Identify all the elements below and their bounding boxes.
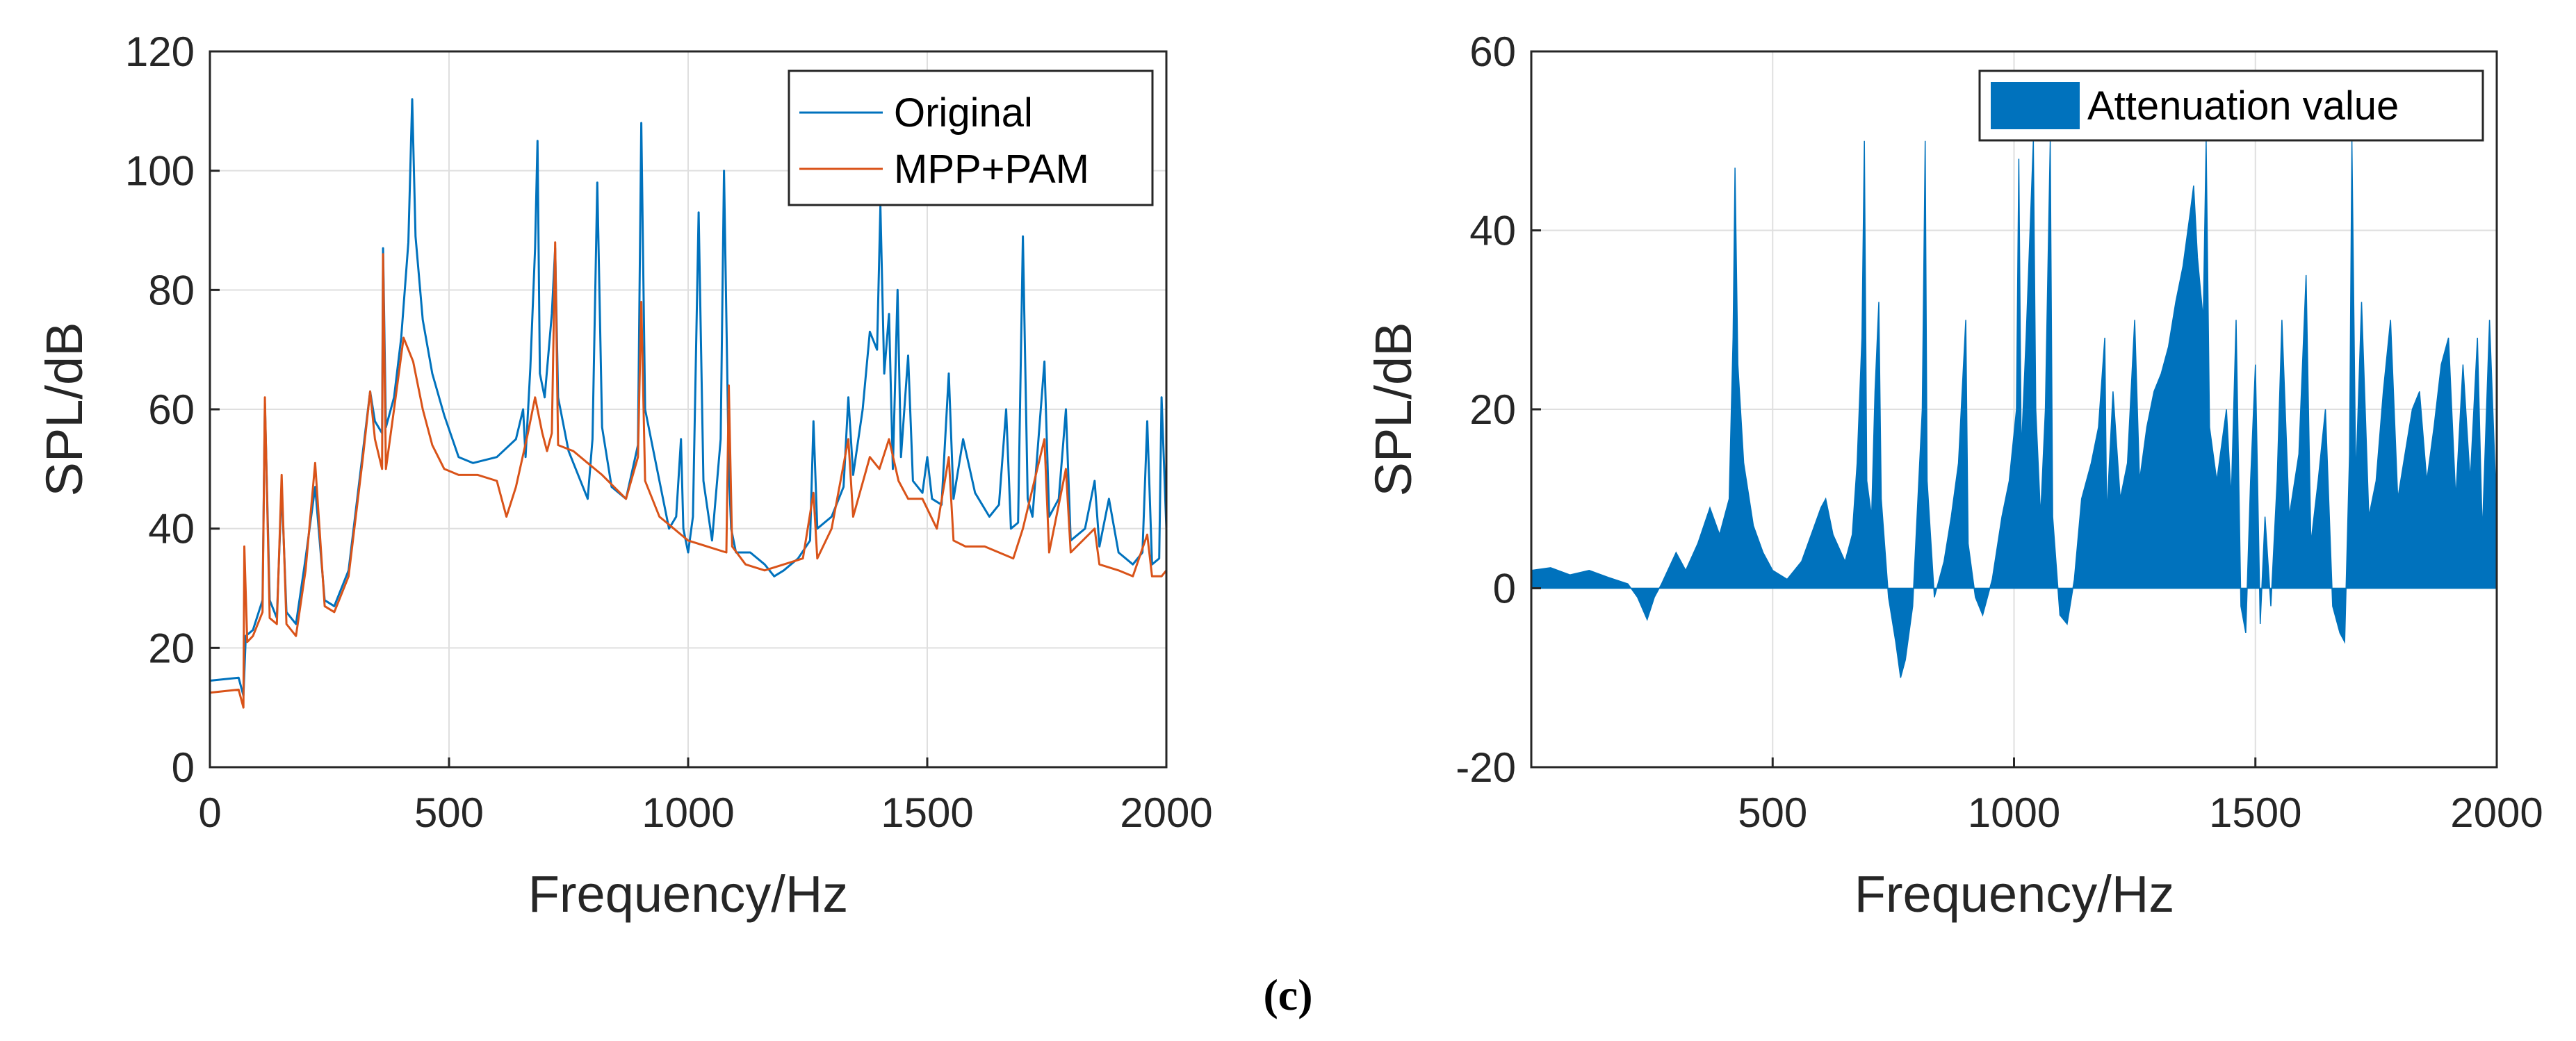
attenuation-value-series-area <box>1531 140 2497 678</box>
chart-right-ticks <box>1531 50 2498 769</box>
chart-left-legend-box <box>788 69 1154 206</box>
chart-right-x-tick-label: 1500 <box>2209 789 2301 836</box>
chart-right-x-tick-label: 1000 <box>1968 789 2060 836</box>
chart-right-legend: Attenuation value <box>1978 69 2484 142</box>
chart-left-series <box>209 98 1168 709</box>
legend-attenuation-label: Attenuation value <box>2087 83 2399 129</box>
figure-caption: (c) <box>1263 970 1312 1019</box>
chart-left-y-tick-label: 80 <box>148 267 195 313</box>
chart-left-x-tick-labels: 0 500 1000 1500 2000 <box>198 789 1212 836</box>
chart-right-series <box>1531 140 2497 678</box>
chart-right-x-tick-label: 500 <box>1738 789 1807 836</box>
chart-left: 0 500 1000 1500 2000 0 20 40 60 80 100 120 Frequen… <box>35 28 1213 923</box>
chart-right-y-tick-label: -20 <box>1456 744 1516 791</box>
chart-left-x-axis-label: Frequency/Hz <box>528 865 849 923</box>
chart-left-y-tick-label: 60 <box>148 386 195 433</box>
chart-left-y-tick-labels: 0 20 40 60 80 100 120 <box>125 28 195 791</box>
chart-right-y-tick-label: 40 <box>1469 208 1516 254</box>
chart-left-x-tick-label: 2000 <box>1120 789 1212 836</box>
chart-left-x-tick-label: 1000 <box>642 789 734 836</box>
chart-left-x-tick-label: 500 <box>414 789 484 836</box>
chart-left-ticks <box>209 50 1168 769</box>
chart-left-legend: Original MPP+PAM <box>788 69 1154 206</box>
chart-right-y-tick-label: 0 <box>1493 566 1516 612</box>
chart-left-y-tick-label: 100 <box>125 148 195 195</box>
chart-left-y-tick-label: 40 <box>148 506 195 552</box>
chart-left-x-tick-label: 0 <box>198 789 221 836</box>
mpp-pam-series-line <box>209 241 1168 709</box>
chart-right-y-axis-label: SPL/dB <box>1364 322 1422 497</box>
legend-attenuation-swatch <box>1991 82 2080 129</box>
chart-left-y-tick-label: 120 <box>125 28 195 75</box>
legend-mpp-pam-label: MPP+PAM <box>894 147 1089 192</box>
chart-right-y-tick-label: 20 <box>1469 386 1516 433</box>
legend-original-label: Original <box>894 90 1033 136</box>
chart-left-y-axis-label: SPL/dB <box>35 322 93 497</box>
chart-left-x-tick-label: 1500 <box>881 789 973 836</box>
chart-right-x-axis-label: Frequency/Hz <box>1854 865 2175 923</box>
chart-left-y-tick-label: 0 <box>172 744 195 791</box>
chart-right-y-tick-label: 60 <box>1469 28 1516 75</box>
chart-right-x-tick-labels: 500 1000 1500 2000 <box>1738 789 2543 836</box>
chart-right-y-tick-labels: -20 0 20 40 60 <box>1456 28 1516 791</box>
chart-left-y-tick-label: 20 <box>148 625 195 671</box>
chart-right-x-tick-label: 2000 <box>2450 789 2543 836</box>
